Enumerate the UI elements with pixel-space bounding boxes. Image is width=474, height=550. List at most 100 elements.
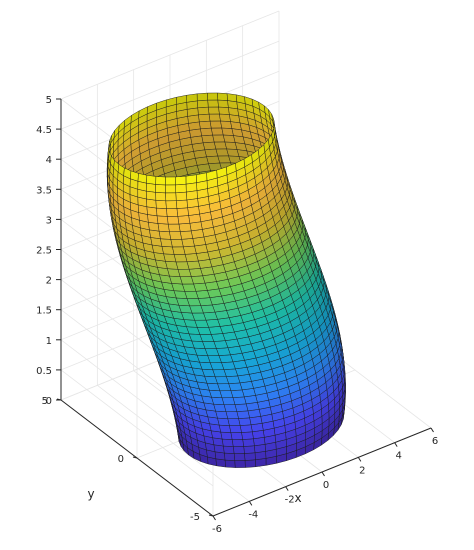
surface-patch xyxy=(207,92,219,101)
surface-patch xyxy=(165,176,176,186)
surface-patch xyxy=(197,327,212,335)
surface-patch xyxy=(219,390,234,399)
surface-patch xyxy=(186,260,201,270)
surface-patch xyxy=(244,452,256,461)
surface-patch xyxy=(179,276,194,285)
surface-patch xyxy=(189,305,204,314)
surface-patch xyxy=(223,445,235,454)
surface-patch xyxy=(227,418,241,426)
grid-line xyxy=(60,369,214,487)
surface-patch xyxy=(233,446,245,454)
surface-patch xyxy=(165,184,176,194)
surface-patch xyxy=(224,452,236,461)
surface-patch xyxy=(184,253,199,263)
surface-patch xyxy=(175,199,188,209)
surface-patch xyxy=(155,176,166,186)
x-tick-label: 0 xyxy=(323,480,329,491)
surface-patch xyxy=(212,369,227,378)
y-tick-mark xyxy=(132,456,138,459)
surface-patch xyxy=(146,190,157,201)
surface-patch xyxy=(241,431,254,440)
surface-patch xyxy=(213,141,227,150)
surface-patch xyxy=(186,190,198,201)
surface-patch xyxy=(199,120,212,130)
surface-patch xyxy=(236,410,250,419)
x-tick-label: 4 xyxy=(395,451,401,462)
surface-patch xyxy=(176,207,189,217)
surface-patch xyxy=(210,127,224,136)
surface-patch xyxy=(233,453,246,461)
surface-patch xyxy=(221,397,236,405)
surface-patch xyxy=(160,238,173,248)
x-tick-mark xyxy=(394,442,398,447)
surface-patch xyxy=(242,438,255,447)
surface-patch xyxy=(197,106,210,116)
surface-patch xyxy=(197,99,209,109)
surface-patch xyxy=(191,312,207,321)
surface-patch xyxy=(181,238,195,248)
surface-patch xyxy=(175,191,188,201)
surface-mesh xyxy=(106,92,346,468)
grid-line xyxy=(60,40,280,130)
z-tick-label: 5 xyxy=(46,95,52,106)
surface-patch xyxy=(221,438,234,447)
x-tick-mark xyxy=(357,457,362,462)
surface-patch xyxy=(219,113,231,122)
surface-patch xyxy=(207,99,219,108)
surface-patch xyxy=(172,246,186,255)
surface-patch xyxy=(165,200,178,209)
surface-patch xyxy=(137,181,147,192)
surface-patch xyxy=(223,404,238,412)
x-axis-label: x xyxy=(294,491,301,505)
surface-patch xyxy=(208,113,221,122)
surface-patch xyxy=(234,460,246,468)
z-tick-label: 4 xyxy=(46,155,52,166)
surface-patch xyxy=(166,216,180,225)
surface-patch xyxy=(202,341,217,349)
surface-patch xyxy=(175,183,187,194)
surface-patch xyxy=(146,182,156,193)
surface-patch xyxy=(165,192,177,202)
surface-patch xyxy=(156,207,168,217)
surface-patch xyxy=(166,208,179,217)
surface-patch xyxy=(221,127,234,136)
surface-patch xyxy=(175,261,190,270)
surface-patch xyxy=(243,445,256,454)
surface-patch xyxy=(220,120,233,129)
surface-patch xyxy=(194,319,209,328)
surface-patch xyxy=(177,268,192,277)
x-tick-mark xyxy=(212,515,216,521)
surface-patch xyxy=(178,222,192,232)
surface-patch xyxy=(212,134,226,143)
x-tick-label: -2 xyxy=(285,495,295,506)
surface-patch xyxy=(244,459,256,468)
z-tick-label: 3.5 xyxy=(36,185,52,196)
surface-patch xyxy=(220,431,233,440)
x-tick-mark xyxy=(430,427,434,433)
surface-patch xyxy=(232,396,247,405)
surface-patch xyxy=(231,439,244,447)
surface-patch xyxy=(200,127,213,137)
surface-patch xyxy=(198,113,211,123)
surface-patch xyxy=(169,231,182,240)
surface-patch xyxy=(204,148,218,157)
surface-patch xyxy=(217,99,229,108)
x-tick-label: -4 xyxy=(248,509,258,520)
surface-patch xyxy=(146,175,157,185)
surface-patch xyxy=(161,246,175,255)
z-tick-label: 1 xyxy=(46,336,52,347)
x-tick-label: -6 xyxy=(212,524,222,535)
z-tick-label: 1.5 xyxy=(36,306,52,317)
x-tick-label: 6 xyxy=(432,436,438,447)
y-tick-mark xyxy=(208,514,214,517)
surface-patch xyxy=(219,424,232,433)
surface-patch xyxy=(215,148,229,157)
surface-patch xyxy=(177,215,191,225)
z-tick-label: 3 xyxy=(46,215,52,226)
surface-patch xyxy=(175,175,187,186)
surface-patch xyxy=(217,383,232,392)
surface-patch xyxy=(173,254,188,263)
surface-patch xyxy=(217,417,230,426)
surface-patch xyxy=(218,106,230,115)
surface-patch xyxy=(229,425,242,433)
